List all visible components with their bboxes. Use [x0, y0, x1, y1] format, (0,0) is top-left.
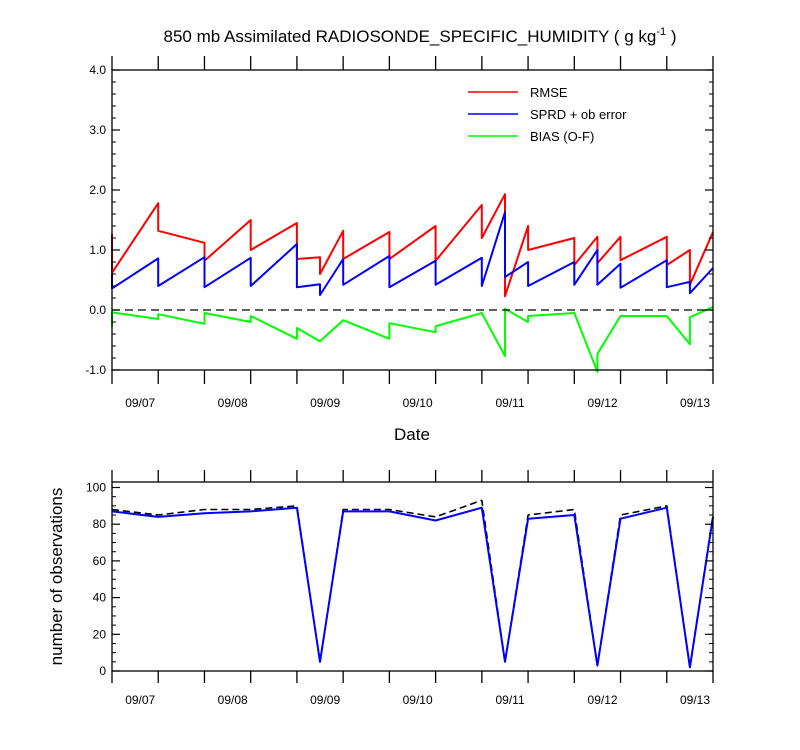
- legend-label: BIAS (O-F): [530, 129, 594, 144]
- x-tick-label: 09/13: [680, 396, 710, 410]
- x-tick-label: 09/07: [125, 693, 155, 707]
- y-tick-label: 100: [86, 481, 106, 495]
- x-tick-label: 09/08: [218, 693, 248, 707]
- y-tick-label: 20: [93, 627, 107, 641]
- series-bias-o-f: [111, 306, 714, 373]
- chart-title-superscript: -1: [656, 26, 666, 38]
- y-tick-label: 60: [93, 554, 107, 568]
- x-tick-label: 09/10: [403, 693, 433, 707]
- y-tick-label: 40: [93, 591, 107, 605]
- series-assimilated-observations: [111, 506, 714, 669]
- top-legend: RMSE SPRD + ob error BIAS (O-F): [468, 85, 627, 144]
- y-tick-label: 0.0: [89, 303, 106, 317]
- x-tick-label: 09/09: [310, 693, 340, 707]
- chart-title-end: ): [666, 27, 676, 46]
- x-tick-label: 09/12: [588, 396, 618, 410]
- x-tick-label: 09/08: [218, 396, 248, 410]
- top-axis-ticks: -1.0 0.0 1.0 2.0 3.0 4.0 09/07 09/08 09/09 09/10 0…: [85, 56, 714, 410]
- bottom-plot-frame: [111, 481, 714, 672]
- top-chart: -1.0 0.0 1.0 2.0 3.0 4.0 09/07 09/08 09/09 09/10 0…: [85, 56, 714, 444]
- x-tick-label: 09/13: [680, 693, 710, 707]
- y-tick-label: 4.0: [89, 63, 106, 77]
- legend-label: RMSE: [530, 85, 568, 100]
- y-tick-label: 0: [99, 664, 106, 678]
- y-tick-label: 80: [93, 517, 107, 531]
- series-possible-observations: [111, 499, 714, 669]
- x-tick-label: 09/07: [125, 396, 155, 410]
- x-tick-label: 09/11: [496, 396, 525, 410]
- chart-title-main: 850 mb Assimilated RADIOSONDE_SPECIFIC_H…: [164, 27, 657, 46]
- bottom-series-group: [111, 499, 714, 669]
- top-plot-frame: [111, 69, 714, 371]
- legend-label: SPRD + ob error: [530, 107, 627, 122]
- x-axis-label: Date: [394, 425, 430, 444]
- x-tick-label: 09/09: [310, 396, 340, 410]
- x-tick-label: 09/10: [403, 396, 433, 410]
- bottom-axis-ticks: 0 20 40 60 80 100 09/07 09/08 09/09 09/10 09/11 09/…: [86, 470, 714, 707]
- y-tick-label: 2.0: [89, 183, 106, 197]
- bottom-chart: 0 20 40 60 80 100 09/07 09/08 09/09 09/10 09/11 09/…: [47, 470, 714, 707]
- y-tick-label: -1.0: [85, 363, 106, 377]
- y-tick-label: 3.0: [89, 123, 106, 137]
- series-sprd-ob-error: [111, 211, 714, 296]
- top-series-group: [111, 193, 714, 373]
- chart-title: 850 mb Assimilated RADIOSONDE_SPECIFIC_H…: [164, 26, 677, 46]
- series-rmse: [111, 193, 714, 298]
- y-tick-label: 1.0: [89, 243, 106, 257]
- x-tick-label: 09/11: [496, 693, 525, 707]
- x-tick-label: 09/12: [588, 693, 618, 707]
- y-axis-label: number of observations: [47, 488, 66, 666]
